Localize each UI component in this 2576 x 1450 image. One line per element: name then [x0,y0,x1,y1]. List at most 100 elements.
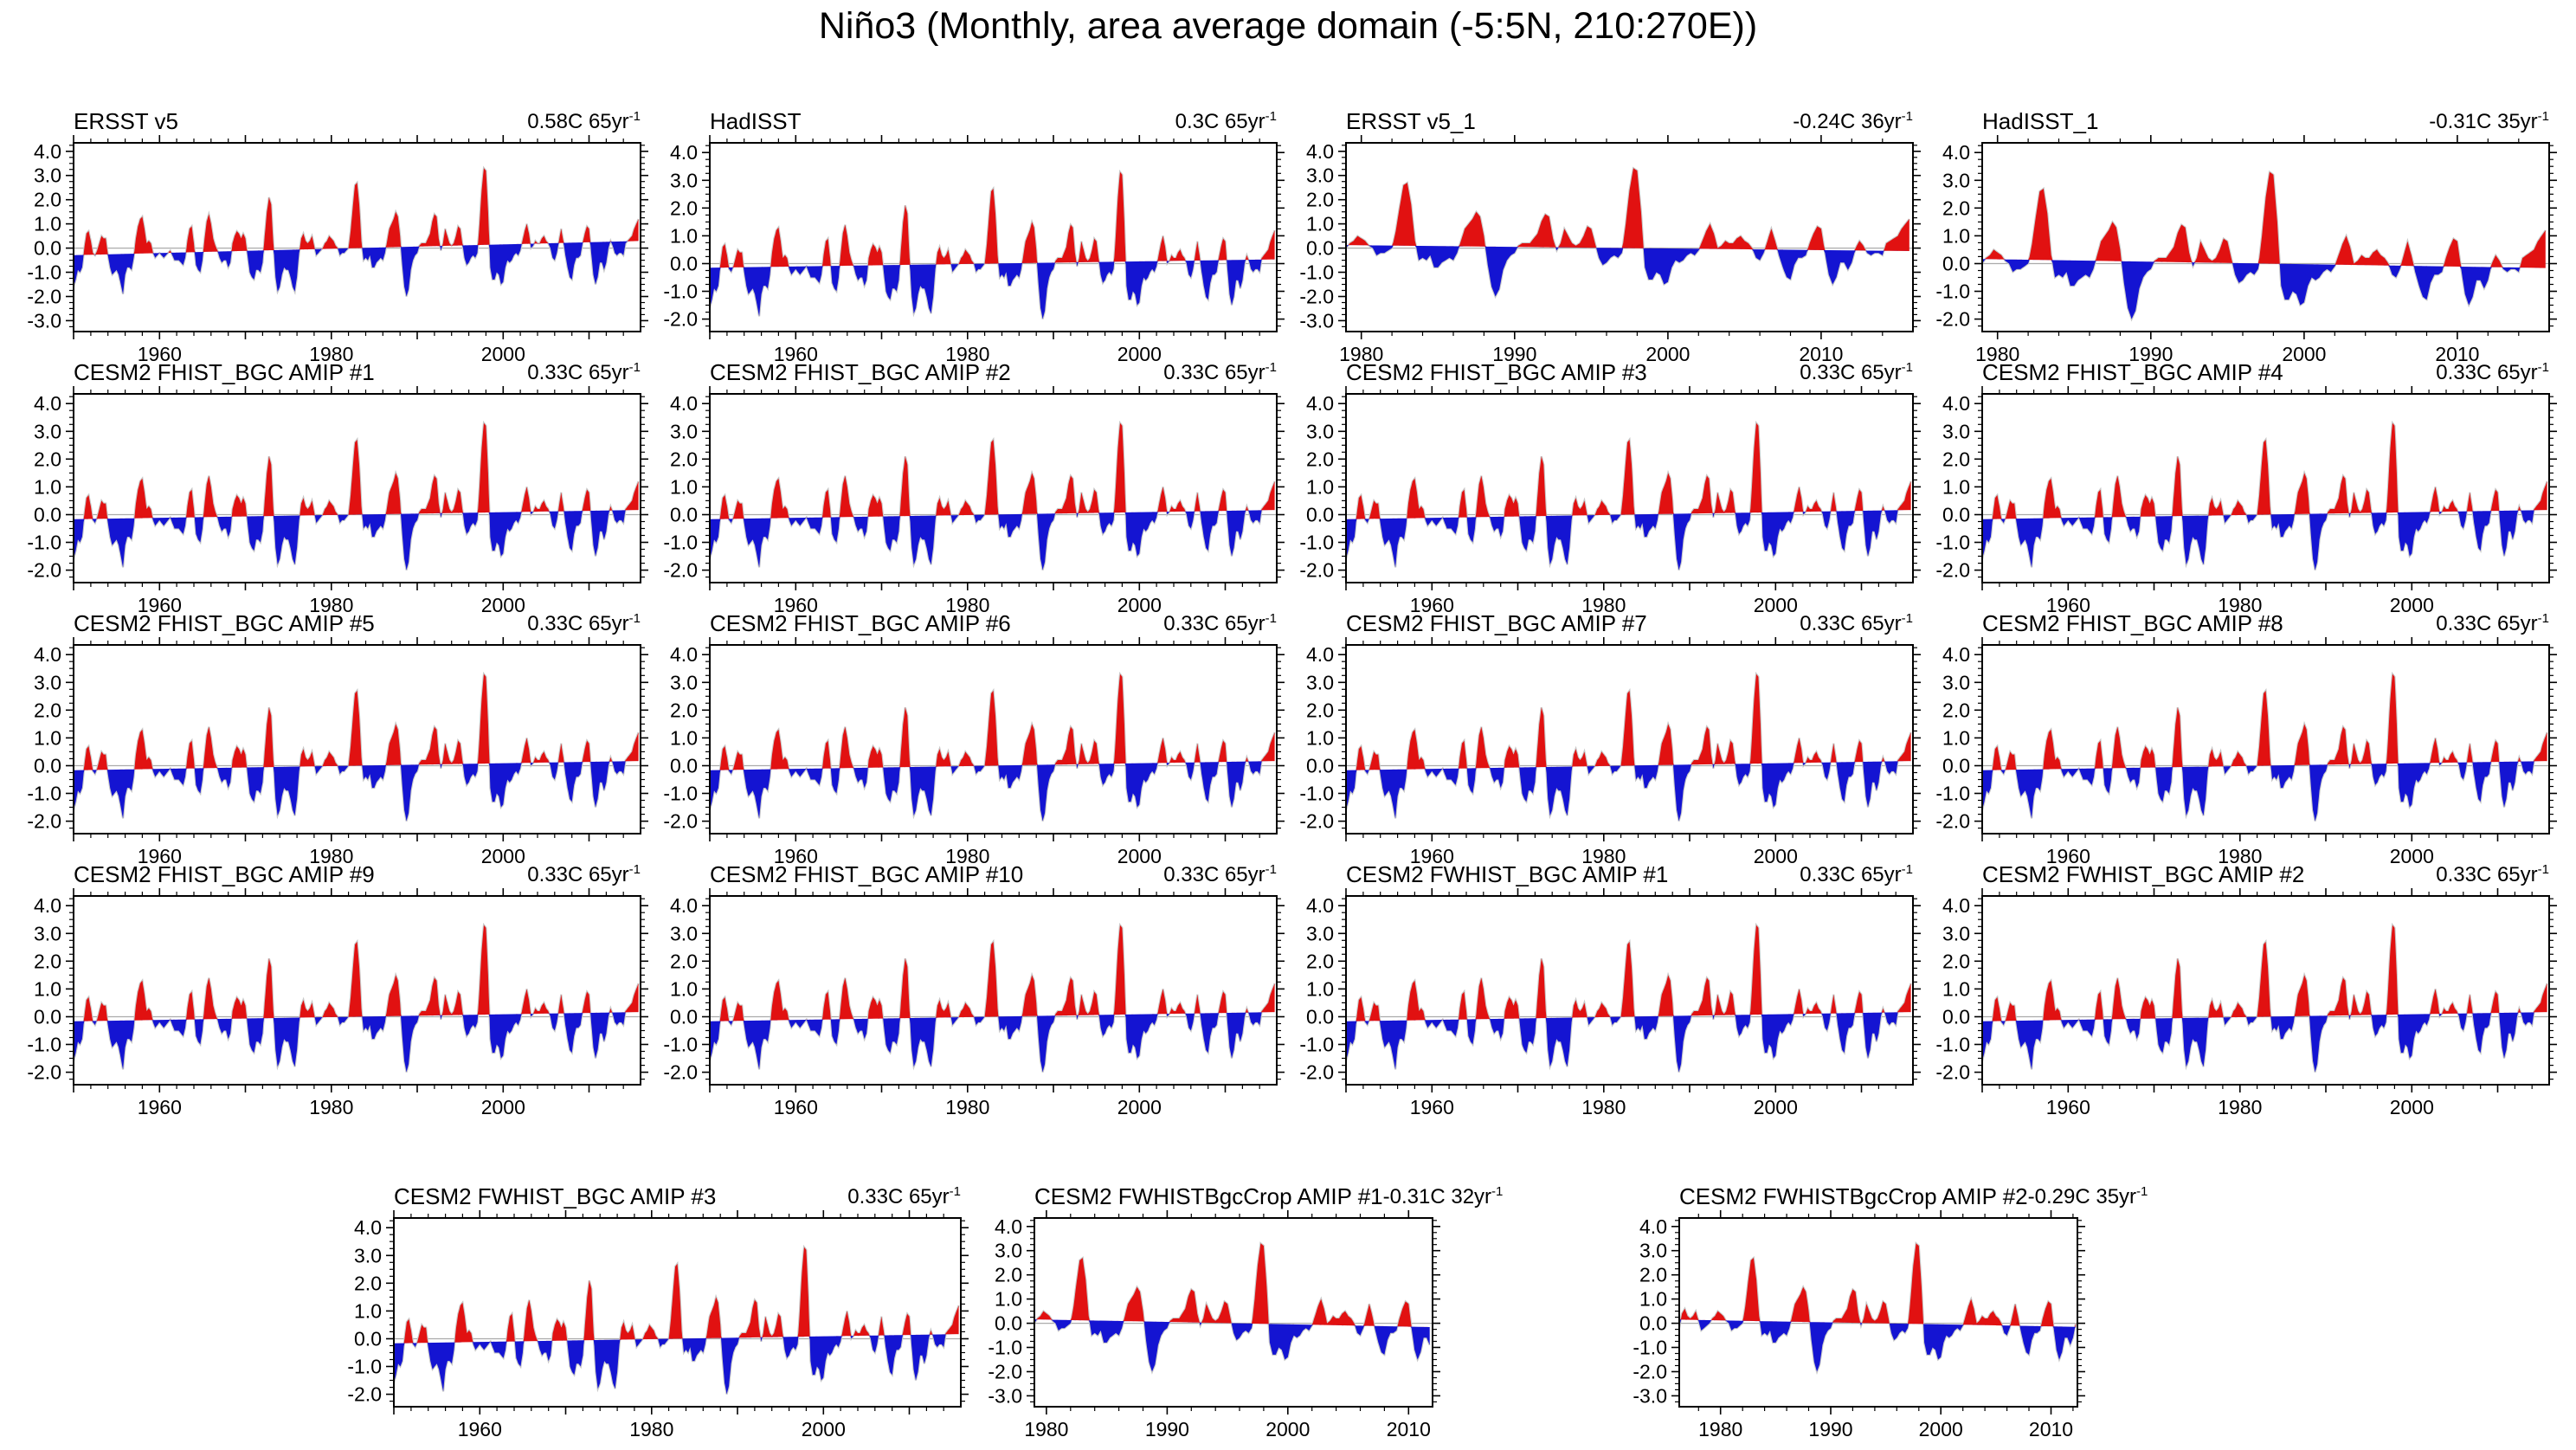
svg-text:2010: 2010 [2029,1418,2073,1440]
svg-text:-2.0: -2.0 [1935,308,1970,331]
svg-text:-3.0: -3.0 [1633,1384,1667,1407]
svg-text:2000: 2000 [1117,594,1162,616]
svg-text:1980: 1980 [1698,1418,1742,1440]
svg-text:1960: 1960 [2046,1096,2090,1118]
svg-text:0.0: 0.0 [1306,237,1334,260]
svg-text:-1.0: -1.0 [347,1356,382,1378]
svg-text:1960: 1960 [774,1096,818,1118]
panel-trend-value: 0.33C 65yr-1 [2436,862,2549,886]
svg-text:1.0: 1.0 [34,977,61,1000]
svg-text:1.0: 1.0 [670,224,698,247]
svg-text:-1.0: -1.0 [1935,783,1970,805]
panel-header: CESM2 FHIST_BGC AMIP #4 0.33C 65yr-1 [1982,356,2549,383]
svg-text:4.0: 4.0 [670,141,698,164]
panel-plot-area: 1980 1990 2000 2010 -3.0-2.0-1.00.01.02.03.0… [988,1210,1440,1440]
svg-text:1.0: 1.0 [1306,213,1334,235]
svg-text:1980: 1980 [309,845,353,867]
svg-text:1.0: 1.0 [1942,726,1970,749]
svg-text:2.0: 2.0 [354,1272,382,1294]
svg-text:-1.0: -1.0 [27,783,61,805]
panel-title: ERSST v5_1 [1346,108,1476,134]
svg-text:4.0: 4.0 [1942,894,1970,917]
panel-title: CESM2 FHIST_BGC AMIP #6 [710,610,1011,636]
svg-text:0.0: 0.0 [1306,1006,1334,1028]
svg-text:1990: 1990 [1808,1418,1852,1440]
svg-text:-3.0: -3.0 [27,309,61,332]
svg-text:1960: 1960 [774,845,818,867]
panel-trend-value: 0.33C 65yr-1 [1163,360,1277,384]
svg-text:-2.0: -2.0 [1935,559,1970,582]
svg-text:1.0: 1.0 [995,1288,1022,1311]
svg-text:2000: 2000 [481,343,525,365]
svg-text:0.0: 0.0 [1942,755,1970,777]
svg-text:1.0: 1.0 [1942,977,1970,1000]
panel-title: CESM2 FHIST_BGC AMIP #1 [74,359,375,385]
svg-text:0.0: 0.0 [670,755,698,777]
svg-text:2000: 2000 [1117,1096,1162,1118]
svg-text:1960: 1960 [774,343,818,365]
svg-text:2.0: 2.0 [34,699,61,721]
panel-header: CESM2 FHIST_BGC AMIP #8 0.33C 65yr-1 [1982,607,2549,635]
panel-plot-area: 1980 1990 2000 2010 -2.0 -1.0 0.0 1.0 2.0 3.0 4.0 [1935,135,2557,365]
svg-text:3.0: 3.0 [34,922,61,944]
panel-trend-value: 0.33C 65yr-1 [527,611,641,635]
chart-panel: CESM2 FHIST_BGC AMIP #9 0.33C 65yr-1 196… [20,858,661,1123]
svg-text:4.0: 4.0 [670,894,698,917]
panel-header: ERSST v5 0.58C 65yr-1 [74,105,641,132]
chart-panel: CESM2 FWHISTBgcCrop AMIP #2 -0.29C 35yr-… [1626,1180,2148,1445]
svg-text:2000: 2000 [802,1418,846,1440]
svg-text:1980: 1980 [945,1096,989,1118]
panel-header: CESM2 FHIST_BGC AMIP #5 0.33C 65yr-1 [74,607,641,635]
svg-text:4.0: 4.0 [34,392,61,415]
panel-trend-value: 0.3C 65yr-1 [1175,109,1277,133]
panel-plot-area: 1960 1980 2000 -2.0 -1.0 0.0 1.0 2.0 3.0 4.0 [663,888,1285,1118]
svg-text:1960: 1960 [138,594,182,616]
svg-text:4.0: 4.0 [1306,392,1334,415]
chart-panel: CESM2 FWHIST_BGC AMIP #1 0.33C 65yr-1 19… [1292,858,1934,1123]
svg-text:1980: 1980 [945,845,989,867]
svg-text:1980: 1980 [2218,845,2262,867]
panel-plot-area: 1960 1980 2000 -2.0 -1.0 0.0 1.0 2.0 3.0 4.0 [27,637,648,867]
svg-text:2000: 2000 [1754,594,1798,616]
svg-text:1980: 1980 [1581,1096,1626,1118]
svg-text:1980: 1980 [1581,845,1626,867]
svg-text:1.0: 1.0 [1639,1288,1667,1311]
svg-text:1980: 1980 [945,343,989,365]
svg-text:0.0: 0.0 [1942,504,1970,526]
svg-text:-1.0: -1.0 [1299,532,1334,554]
svg-text:3.0: 3.0 [354,1244,382,1266]
svg-text:2000: 2000 [481,594,525,616]
svg-text:2000: 2000 [1754,845,1798,867]
panel-title: CESM2 FHIST_BGC AMIP #2 [710,359,1011,385]
svg-text:-2.0: -2.0 [1935,1061,1970,1084]
chart-panel: CESM2 FHIST_BGC AMIP #2 0.33C 65yr-1 196… [656,356,1298,621]
svg-text:3.0: 3.0 [1942,169,1970,191]
panel-header: CESM2 FHIST_BGC AMIP #2 0.33C 65yr-1 [710,356,1277,383]
panel-plot-area: 1980 1990 2000 2010 -3.0-2.0-1.00.01.02.03.0… [1633,1210,2085,1440]
svg-text:1.0: 1.0 [34,213,61,235]
chart-panel: CESM2 FHIST_BGC AMIP #10 0.33C 65yr-1 19… [656,858,1298,1123]
panel-title: CESM2 FHIST_BGC AMIP #4 [1982,359,2283,385]
svg-text:-2.0: -2.0 [1935,810,1970,833]
panel-title: CESM2 FHIST_BGC AMIP #3 [1346,359,1647,385]
panel-plot-area: 1960 1980 2000 -2.0 -1.0 0.0 1.0 2.0 3.0 4.0 [663,135,1285,365]
svg-text:-1.0: -1.0 [27,532,61,554]
panel-trend-value: -0.31C 35yr-1 [2429,109,2549,133]
svg-text:3.0: 3.0 [1306,164,1334,187]
svg-text:3.0: 3.0 [670,922,698,944]
panel-header: CESM2 FHIST_BGC AMIP #3 0.33C 65yr-1 [1346,356,1913,383]
svg-text:4.0: 4.0 [1306,643,1334,666]
svg-text:0.0: 0.0 [1942,1006,1970,1028]
panel-trend-value: -0.31C 32yr-1 [1382,1184,1504,1208]
panel-title: CESM2 FHIST_BGC AMIP #7 [1346,610,1647,636]
svg-text:-2.0: -2.0 [663,1061,698,1084]
svg-text:4.0: 4.0 [1306,894,1334,917]
panel-trend-value: 0.33C 65yr-1 [1800,611,1913,635]
svg-text:3.0: 3.0 [34,420,61,442]
svg-text:-1.0: -1.0 [663,783,698,805]
svg-text:1.0: 1.0 [670,726,698,749]
panel-header: CESM2 FHIST_BGC AMIP #10 0.33C 65yr-1 [710,858,1277,886]
svg-text:2000: 2000 [1645,343,1690,365]
svg-text:1980: 1980 [309,1096,353,1118]
svg-text:2.0: 2.0 [670,699,698,721]
